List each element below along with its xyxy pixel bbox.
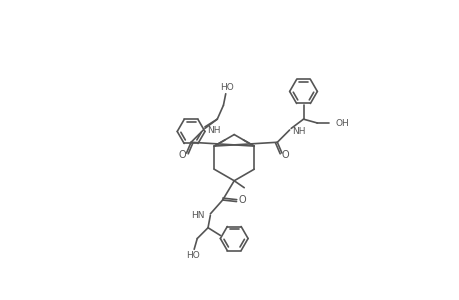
Text: HN: HN bbox=[191, 211, 205, 220]
Text: O: O bbox=[280, 150, 288, 160]
Text: O: O bbox=[238, 195, 245, 205]
Text: HO: HO bbox=[219, 83, 233, 92]
Text: NH: NH bbox=[207, 126, 220, 135]
Text: NH: NH bbox=[291, 127, 305, 136]
Text: O: O bbox=[179, 150, 186, 160]
Text: OH: OH bbox=[334, 118, 348, 127]
Text: HO: HO bbox=[185, 251, 199, 260]
